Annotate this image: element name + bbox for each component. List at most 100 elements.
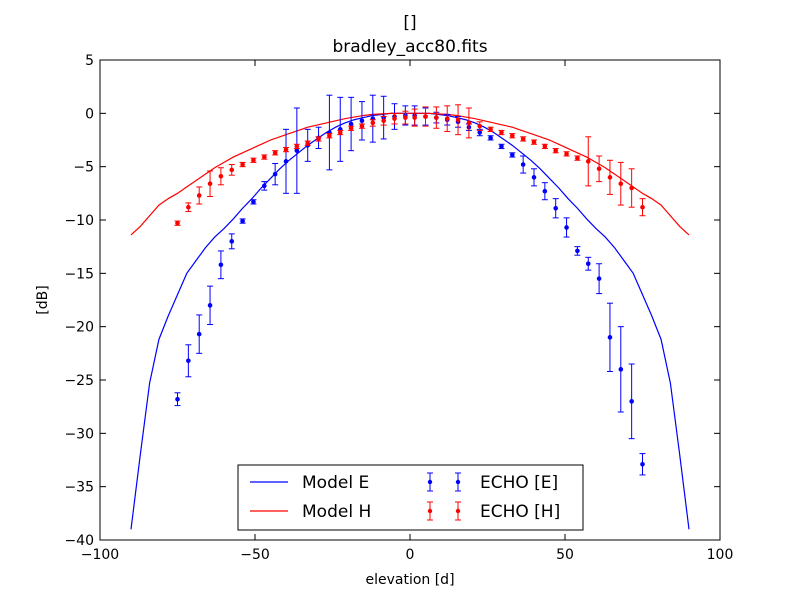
y-tick-label: −35 [64,480,94,496]
data-point [337,130,343,135]
data-point [381,118,386,124]
y-tick-label: −30 [64,426,94,442]
y-tick-label: 0 [85,106,94,122]
data-point [218,262,224,268]
legend-echo-e-swatch [427,472,461,492]
chart-title-line2: bradley_acc80.fits [332,37,487,57]
legend: Model E Model H ECHO [E] ECHO [H] [237,464,584,531]
data-point [283,159,289,164]
data-point [283,147,289,152]
data-point [262,154,267,160]
data-point [477,130,483,135]
data-point [488,135,493,141]
plot-data [130,94,690,530]
y-tick-label: 5 [85,53,94,69]
data-point [488,127,493,132]
data-point [251,157,256,163]
legend-echo-h-swatch [427,501,461,521]
data-point [596,166,602,172]
data-point [359,118,365,124]
data-point [607,335,613,340]
data-point [564,225,569,230]
y-axis-label: [dB] [35,285,51,314]
data-point [596,276,602,281]
data-point [262,183,267,189]
data-point [272,171,278,177]
data-point [175,396,180,402]
data-point [218,173,224,179]
chart-title-line1: [] [403,13,416,33]
data-point [251,199,256,205]
data-point [564,151,569,157]
data-point [316,136,321,142]
data-point [542,144,548,149]
data-point [240,162,245,167]
data-point [348,121,354,127]
data-point [618,181,624,187]
data-point [186,204,191,210]
data-point [531,175,537,180]
data-point [240,218,245,224]
data-point [272,150,278,156]
x-tick-label: −50 [240,547,270,563]
data-point [403,115,408,120]
legend-model-e-label: Model E [302,473,369,493]
data-point [392,116,397,121]
legend-echo-h-label: ECHO [H] [480,502,560,522]
series-echo-h [174,104,646,226]
data-point [520,136,526,142]
data-point [607,175,613,180]
data-point [499,144,504,149]
x-axis-label: elevation [d] [365,572,454,588]
data-point [370,120,376,126]
data-point [229,167,235,173]
data-point [510,133,515,139]
data-point [207,181,213,187]
y-tick-label: −40 [64,533,94,549]
y-tick-label: −15 [64,266,94,282]
data-point [477,123,483,129]
y-tick-label: −20 [64,320,94,336]
legend-box [237,464,584,531]
data-point [542,188,548,194]
data-point [423,114,428,119]
y-tick-label: −10 [64,213,94,229]
data-point [575,155,580,161]
data-point [585,159,591,164]
data-point [629,399,634,404]
legend-echo-e-label: ECHO [E] [480,473,558,493]
y-axis: 5 0 −5 −10 −15 −20 −25 −30 −35 −40 [64,53,720,549]
data-point [455,117,461,123]
data-point [640,204,645,210]
data-point [444,116,450,121]
data-point [520,162,526,167]
data-point [175,220,180,226]
data-point [466,120,472,126]
data-point [207,303,213,308]
data-point [553,205,558,211]
data-point [618,367,624,372]
data-point [629,185,634,191]
data-point [510,152,515,158]
data-point [434,115,439,120]
data-point [327,133,332,139]
data-point [412,115,417,120]
data-point [531,139,537,145]
data-point [553,148,558,153]
y-tick-label: −5 [73,160,94,176]
data-point [186,358,191,364]
data-point [640,461,645,467]
data-point [294,148,300,153]
data-point [585,261,591,267]
x-axis: −100 −50 0 50 100 [81,60,733,563]
data-point [359,123,365,129]
data-point [196,331,202,337]
data-point [575,248,580,254]
y-tick-label: −25 [64,373,94,389]
data-point [499,130,504,135]
data-point [196,193,202,198]
data-point [229,239,235,244]
data-point [348,125,354,131]
x-tick-label: 50 [556,547,574,563]
